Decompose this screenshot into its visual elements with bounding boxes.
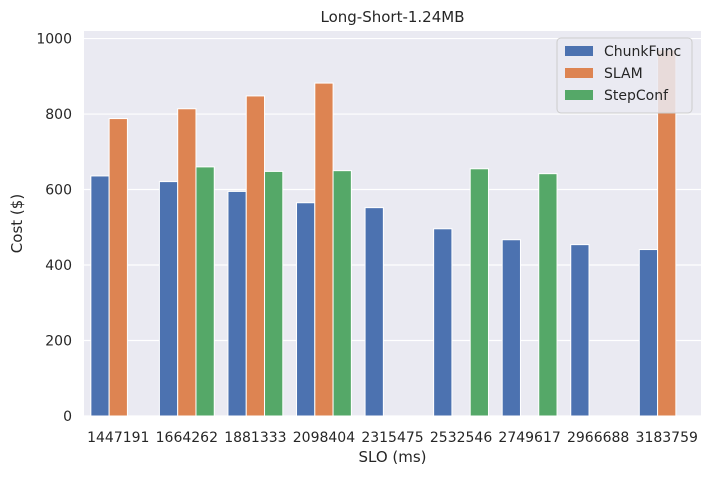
y-axis-label: Cost ($)	[8, 194, 26, 253]
bar-chunkfunc-1664262	[158, 181, 179, 417]
bar-slam-1881333	[245, 95, 266, 417]
bar-stepconf-2532546	[469, 168, 489, 417]
bar-chunkfunc-2098404	[296, 202, 316, 417]
x-tick-label: 2749617	[498, 430, 560, 446]
bar-chunkfunc-2749617	[501, 239, 521, 417]
x-tick-label: 1664262	[156, 430, 218, 446]
bar-stepconf-1664262	[195, 166, 215, 417]
legend-label-stepconf: StepConf	[604, 88, 669, 104]
bar-chunkfunc-1881333	[227, 190, 247, 417]
y-tick-label: 1000	[36, 32, 72, 48]
x-axis-label: SLO (ms)	[358, 448, 426, 466]
bar-stepconf-2098404	[332, 170, 352, 417]
bar-stepconf-2749617	[538, 173, 558, 417]
x-tick-label: 2098404	[293, 430, 355, 446]
legend-swatch-stepconf	[565, 90, 593, 100]
bar-chunkfunc-1447191	[90, 175, 110, 417]
y-axis-ticks: 0 200 400 600 800 1000	[36, 32, 72, 425]
x-tick-label: 2966688	[567, 430, 629, 446]
bars-group	[90, 49, 677, 417]
bar-slam-1447191	[108, 118, 128, 417]
bar-slam-1664262	[177, 108, 197, 417]
legend-label-chunkfunc: ChunkFunc	[604, 44, 681, 60]
x-axis-ticks: 1447191 1664262 1881333 2098404 2315475 25325…	[87, 430, 698, 446]
y-tick-label: 0	[63, 409, 72, 425]
x-tick-label: 1447191	[87, 430, 149, 446]
bar-chunkfunc-2532546	[433, 228, 453, 417]
chart-title: Long-Short-1.24MB	[320, 8, 464, 26]
x-tick-label: 2315475	[361, 430, 423, 446]
bar-chunkfunc-2966688	[570, 244, 590, 417]
legend-swatch-slam	[565, 68, 593, 78]
legend: ChunkFunc SLAM StepConf	[556, 37, 693, 114]
bar-chunkfunc-3183759	[638, 249, 659, 417]
y-tick-label: 600	[45, 183, 72, 199]
y-tick-label: 800	[45, 107, 72, 123]
bar-chunkfunc-2315475	[364, 207, 384, 417]
legend-label-slam: SLAM	[604, 66, 643, 82]
x-tick-label: 1881333	[224, 430, 286, 446]
bar-slam-2098404	[314, 82, 334, 417]
y-tick-label: 200	[45, 334, 72, 350]
bar-stepconf-1881333	[264, 170, 284, 417]
x-tick-label: 3183759	[636, 430, 698, 446]
x-tick-label: 2532546	[430, 430, 492, 446]
legend-swatch-chunkfunc	[565, 46, 593, 56]
y-tick-label: 400	[45, 258, 72, 274]
